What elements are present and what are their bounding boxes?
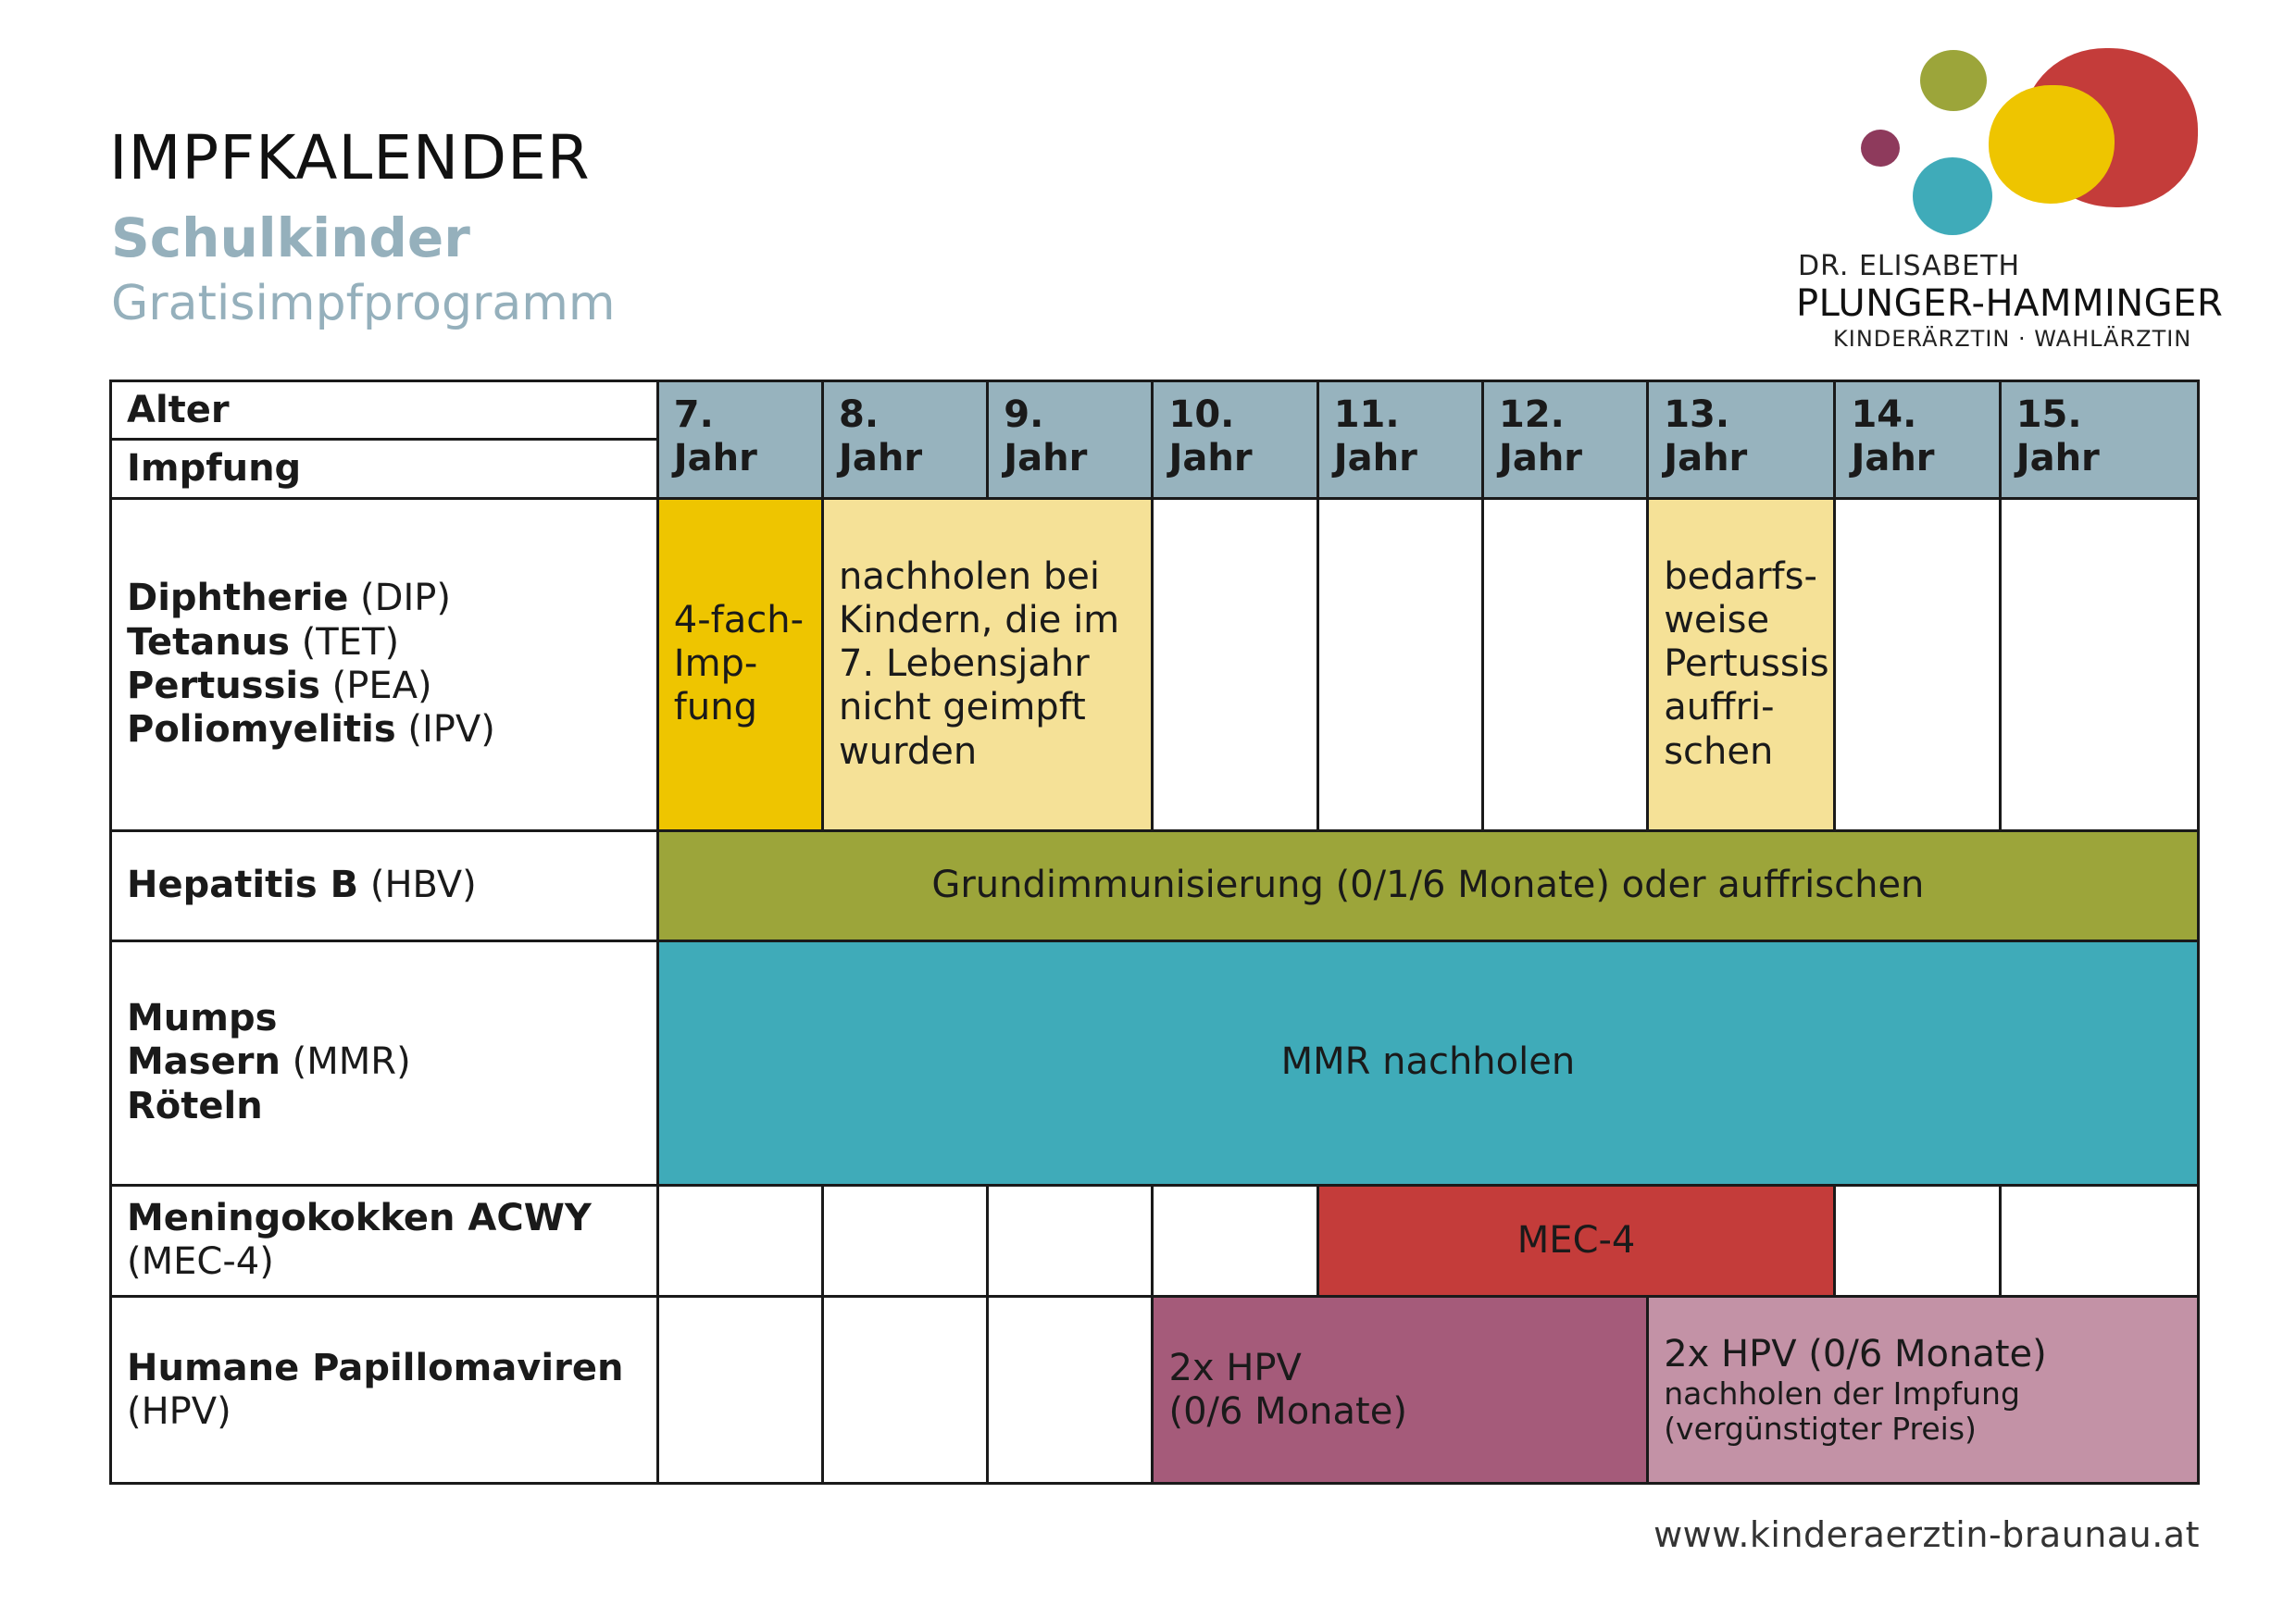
cell-empty — [1833, 1183, 2002, 1299]
table-row-dip: Diphtherie (DIP) Tetanus (TET) Pertussis… — [109, 496, 2201, 832]
cell-empty — [1316, 496, 1484, 832]
logo-name-line: DR. ELISABETH — [1798, 250, 2021, 282]
year-14: 14. Jahr — [1833, 380, 2002, 500]
page-tagline: Gratisimpfprogramm — [111, 276, 616, 331]
page-subtitle: Schulkinder — [111, 206, 470, 269]
cell-dip-year-8-9: nachholen bei Kindern, die im 7. Lebensj… — [821, 496, 1154, 832]
row-label-mec: Meningokokken ACWY (MEC-4) — [109, 1183, 659, 1299]
cell-empty — [1833, 496, 2002, 832]
row-label-hbv: Hepatitis B (HBV) — [109, 828, 659, 942]
year-11: 11. Jahr — [1316, 380, 1484, 500]
cell-mmr-span: MMR nachholen — [655, 939, 2201, 1187]
logo-dot-olive — [1920, 50, 1987, 111]
cell-empty — [1151, 496, 1319, 832]
year-10: 10. Jahr — [1151, 380, 1319, 500]
cell-empty — [986, 1183, 1154, 1299]
vaccine-label: Impfung — [109, 438, 659, 500]
cell-empty — [655, 1183, 825, 1299]
practice-logo — [1842, 37, 2231, 352]
cell-empty — [1998, 1183, 2201, 1299]
cell-mec-span: MEC-4 — [1316, 1183, 1837, 1299]
table-header-row: Alter 7. Jahr 8. Jahr 9. Jahr 10. Jahr 11. Ja… — [109, 379, 2201, 500]
logo-dot-yellow — [1989, 85, 2115, 204]
cell-empty — [821, 1295, 990, 1485]
cell-empty — [1480, 496, 1650, 832]
cell-dip-year-13: bedarfs- weise Pertussis auffri- schen — [1646, 496, 1837, 832]
cell-empty — [655, 1295, 825, 1485]
cell-empty — [821, 1183, 990, 1299]
table-row-hpv: Humane Papillomaviren (HPV) 2x HPV (0/6 … — [109, 1295, 2200, 1485]
year-12: 12. Jahr — [1480, 380, 1650, 500]
year-13: 13. Jahr — [1646, 380, 1837, 500]
age-label: Alter — [109, 379, 659, 442]
cell-empty — [986, 1295, 1154, 1485]
table-row-hbv: Hepatitis B (HBV) Grundimmunisierung (0/… — [109, 828, 2201, 942]
cell-hpv-span-2: 2x HPV (0/6 Monate) nachholen der Impfun… — [1646, 1295, 2200, 1485]
logo-profession-line: KINDERÄRZTIN · WAHLÄRZTIN — [1833, 326, 2192, 352]
cell-hpv-span-1: 2x HPV (0/6 Monate) — [1151, 1295, 1650, 1485]
year-8: 8. Jahr — [821, 380, 990, 500]
logo-dot-teal — [1913, 157, 1992, 235]
cell-empty — [1151, 1183, 1319, 1299]
cell-dip-year-7: 4-fach- Imp- fung — [655, 496, 825, 832]
cell-hbv-span: Grundimmunisierung (0/1/6 Monate) oder a… — [655, 828, 2201, 942]
year-7: 7. Jahr — [655, 380, 825, 500]
page-title: IMPFKALENDER — [109, 122, 591, 193]
cell-empty — [1998, 496, 2201, 832]
website-link[interactable]: www.kinderaerztin-braunau.at — [1653, 1514, 2200, 1555]
logo-dot-plum — [1861, 130, 1900, 167]
row-label-hpv: Humane Papillomaviren (HPV) — [109, 1295, 659, 1485]
year-15: 15. Jahr — [1998, 380, 2201, 500]
logo-surname-line: PLUNGER-HAMMINGER — [1796, 282, 2224, 325]
table-row-mec: Meningokokken ACWY (MEC-4) MEC-4 — [109, 1183, 2201, 1299]
row-label-dip: Diphtherie (DIP) Tetanus (TET) Pertussis… — [109, 496, 659, 832]
row-label-mmr: Mumps Masern (MMR) Röteln — [109, 939, 659, 1187]
vaccination-table: Alter 7. Jahr 8. Jahr 9. Jahr 10. Jahr 11. Ja… — [109, 379, 2201, 1485]
table-header-row-2: Impfung — [109, 438, 2199, 500]
table-row-mmr: Mumps Masern (MMR) Röteln MMR nachholen — [109, 939, 2201, 1187]
year-9: 9. Jahr — [986, 380, 1154, 500]
